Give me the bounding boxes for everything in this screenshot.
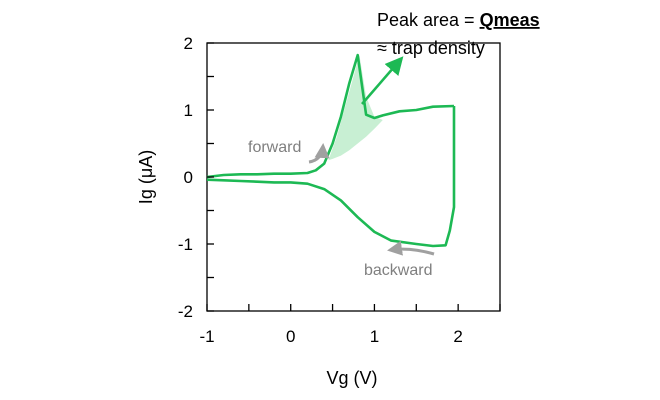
forward-label: forward: [248, 139, 301, 156]
peak-area-prefix: Peak area =: [377, 10, 480, 30]
y-axis-title: Ig (μA): [136, 150, 156, 204]
y-tick-label: -1: [178, 235, 193, 254]
y-tick-label: -2: [178, 302, 193, 321]
trap-density-annotation: ≈ trap density: [377, 38, 485, 58]
series-forward-line: [206, 53, 455, 179]
x-tick-label: 1: [370, 327, 379, 346]
backward-arrow-icon: [387, 240, 435, 256]
axis-ticks: -2 -1 0 1 2 -1 0 1 2: [178, 34, 501, 346]
x-axis-title: Vg (V): [326, 368, 377, 388]
series-backward-line: [206, 106, 456, 248]
y-tick-label: 2: [184, 34, 193, 53]
y-tick-label: 1: [184, 101, 193, 120]
x-tick-label: 2: [453, 327, 462, 346]
peak-annotation-arrow: [361, 56, 404, 105]
y-tick-label: 0: [184, 168, 193, 187]
peak-area-annotation: Peak area = Qmeas: [377, 10, 540, 30]
peak-area-shade: [328, 55, 383, 161]
forward-arrow-icon: [308, 143, 330, 164]
x-tick-label: 0: [286, 327, 295, 346]
backward-label: backward: [364, 262, 432, 279]
qmeas-label: Qmeas: [480, 10, 540, 30]
x-tick-label: -1: [199, 327, 214, 346]
